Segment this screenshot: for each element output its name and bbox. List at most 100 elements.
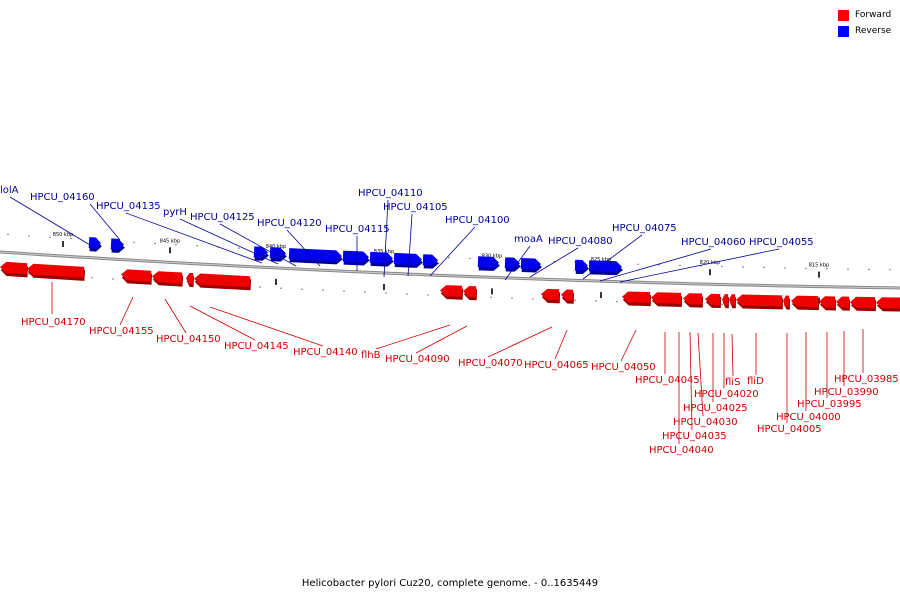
- gene-body: [836, 296, 850, 308]
- gene-body: [152, 271, 183, 284]
- gene-body: [520, 257, 541, 270]
- forward-gene-label-leader: [689, 331, 693, 431]
- forward-gene-label: HPCU_03990: [814, 387, 879, 398]
- reverse-gene-label: HPCU_04060: [681, 237, 746, 248]
- forward-gene-label: HPCU_04040: [649, 445, 714, 456]
- forward-gene-label: HPCU_04000: [776, 412, 841, 423]
- gene-body: [88, 237, 101, 249]
- reverse-gene-label: HPCU_04105: [383, 202, 448, 213]
- forward-gene-arrow: [121, 269, 153, 285]
- forward-gene-arrow: [541, 288, 561, 304]
- gene-body: [783, 295, 790, 307]
- forward-gene-label: fliS: [725, 377, 740, 388]
- forward-gene-arrow: [683, 293, 704, 308]
- minor-tick: [595, 300, 597, 302]
- forward-gene-label-leader: [554, 329, 568, 360]
- minor-tick: [406, 293, 408, 295]
- legend-forward-label: Forward: [855, 10, 892, 20]
- forward-gene-label-leader: [697, 332, 704, 417]
- minor-tick: [532, 298, 534, 300]
- forward-gene-arrow: [651, 292, 683, 307]
- minor-tick: [175, 244, 177, 246]
- forward-gene-arrow: [819, 296, 837, 311]
- gene-body: [588, 260, 622, 273]
- reverse-gene-arrow: [588, 260, 623, 276]
- reverse-gene-label: HPCU_04120: [257, 218, 322, 229]
- forward-gene-label: HPCU_04005: [757, 424, 822, 435]
- minor-tick: [49, 236, 51, 238]
- minor-tick: [28, 273, 30, 275]
- reverse-gene-arrow: [574, 259, 589, 275]
- minor-tick: [322, 289, 324, 291]
- gene-body: [876, 297, 900, 309]
- gene-body: [194, 273, 251, 288]
- minor-tick: [364, 291, 366, 293]
- reverse-gene-arrow: [288, 248, 343, 265]
- legend-reverse-label: Reverse: [855, 26, 892, 36]
- forward-gene-label: HPCU_04035: [662, 431, 727, 442]
- gene-body: [541, 288, 560, 301]
- forward-gene-label: HPCU_03995: [797, 399, 862, 410]
- gene-body: [0, 261, 28, 275]
- reverse-gene-label-leader: [582, 234, 643, 280]
- gene-body: [393, 252, 422, 265]
- minor-tick: [805, 267, 807, 270]
- forward-gene-label-leader: [164, 298, 187, 334]
- reverse-gene-label: HPCU_04055: [749, 237, 814, 248]
- forward-gene-arrow: [561, 289, 575, 304]
- reverse-gene-label-leader: [429, 226, 476, 277]
- kbp-tick-label: 835 kbp: [374, 249, 394, 255]
- gene-body: [574, 259, 588, 272]
- kbp-tick-label: 850 kbp: [53, 232, 73, 238]
- forward-gene-arrow: [850, 296, 877, 312]
- reverse-gene-arrow: [269, 247, 287, 262]
- forward-gene-arrow: [729, 294, 737, 309]
- reverse-gene-arrow: [342, 250, 370, 266]
- reverse-gene-arrow: [110, 238, 125, 253]
- forward-gene-label: HPCU_04045: [635, 375, 700, 386]
- reverse-gene-arrow: [88, 237, 102, 252]
- forward-gene-label: HPCU_04090: [385, 354, 450, 365]
- gene-body: [342, 250, 369, 263]
- forward-gene-label-leader: [119, 296, 134, 326]
- gene-body: [477, 256, 499, 268]
- forward-gene-label: HPCU_04145: [224, 341, 289, 352]
- reverse-gene-label-leader: [219, 223, 297, 267]
- gene-body: [463, 285, 477, 298]
- minor-tick: [658, 264, 660, 266]
- minor-tick: [826, 268, 828, 270]
- forward-gene-label: fliD: [747, 376, 764, 387]
- forward-gene-label-leader: [209, 306, 324, 347]
- legend: Forward Reverse: [838, 9, 900, 41]
- reverse-gene-label-leader: [9, 196, 91, 246]
- minor-tick: [448, 257, 450, 259]
- legend-reverse: Reverse: [838, 25, 900, 37]
- forward-gene-arrow: [783, 295, 791, 310]
- reverse-gene-label-leader: [504, 245, 531, 281]
- forward-gene-arrow: [876, 297, 900, 312]
- minor-tick: [385, 292, 387, 294]
- forward-gene-label-leader: [415, 325, 468, 354]
- gene-body: [622, 291, 651, 304]
- forward-gene-label: HPCU_04140: [293, 347, 358, 358]
- forward-gene-label-leader: [375, 324, 451, 350]
- minor-tick: [112, 278, 114, 280]
- minor-tick: [679, 264, 681, 267]
- reverse-gene-label: HPCU_04125: [190, 212, 255, 223]
- reverse-gene-label: HPCU_04100: [445, 215, 510, 226]
- gene-body: [850, 296, 876, 309]
- gene-body: [186, 272, 194, 285]
- gene-body: [269, 247, 286, 259]
- reverse-gene-label: pyrH: [163, 207, 187, 218]
- minor-tick: [763, 266, 765, 269]
- minor-tick: [490, 296, 492, 298]
- forward-gene-arrow: [152, 271, 184, 287]
- legend-forward: Forward: [838, 9, 900, 21]
- reverse-gene-label-leader: [179, 218, 279, 265]
- kbp-tick-label: 825 kbp: [591, 257, 611, 263]
- minor-tick: [196, 245, 198, 247]
- forward-gene-label: HPCU_04025: [683, 403, 748, 414]
- gene-body: [722, 294, 729, 306]
- gene-body: [110, 238, 124, 250]
- kbp-tick-label: 815 kbp: [809, 263, 829, 269]
